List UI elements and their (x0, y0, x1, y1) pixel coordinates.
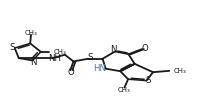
Text: S: S (146, 76, 151, 85)
Text: CH₃: CH₃ (118, 87, 131, 93)
Text: CH₃: CH₃ (174, 68, 186, 74)
Text: N: N (30, 58, 37, 67)
Text: CH₃: CH₃ (54, 49, 67, 55)
Text: S: S (10, 43, 15, 52)
Text: HN: HN (93, 64, 106, 73)
Text: N: N (111, 45, 117, 54)
Text: O: O (141, 44, 148, 53)
Text: O: O (67, 68, 74, 77)
Text: CH₃: CH₃ (25, 30, 37, 36)
Text: NH: NH (48, 54, 61, 63)
Text: S: S (88, 53, 93, 62)
